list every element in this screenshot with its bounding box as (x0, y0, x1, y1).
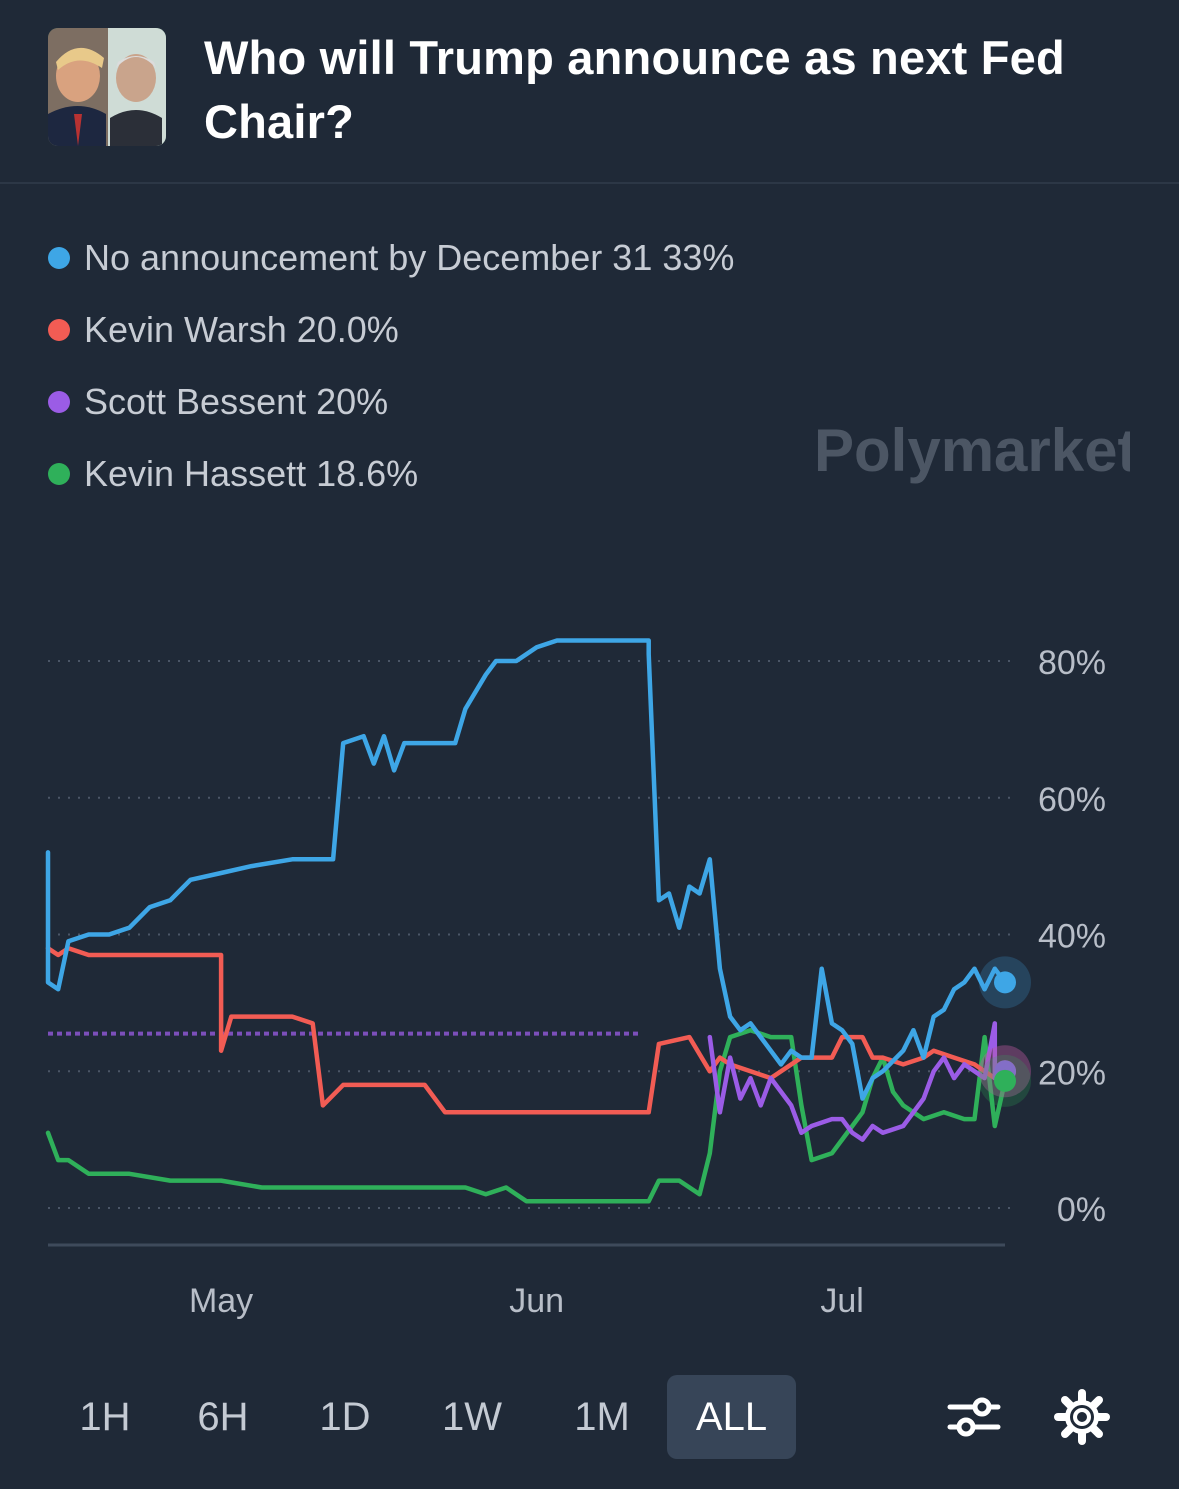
y-tick-label: 60% (1038, 781, 1106, 819)
x-tick-label: Jul (820, 1282, 863, 1320)
legend-dot (48, 391, 70, 413)
range-all-button[interactable]: ALL (667, 1375, 796, 1459)
series-no-announcement-end-dot (994, 971, 1016, 994)
series-kevin-warsh-line (45, 945, 1008, 1115)
series-scott-bessent-line (707, 1021, 1008, 1142)
range-1h-button[interactable]: 1H (79, 1395, 131, 1439)
series-no-announcement-line (45, 638, 1008, 1101)
x-tick-label: Jun (509, 1282, 564, 1320)
watermark-text: Polymarket (814, 416, 1130, 484)
range-1m-button[interactable]: 1M (574, 1395, 630, 1439)
chart-legend: No announcement by December 31 33% Kevin… (48, 222, 734, 510)
legend-item-kevin-warsh: Kevin Warsh 20.0% (48, 294, 734, 366)
y-tick-label: 40% (1038, 918, 1106, 956)
legend-item-scott-bessent: Scott Bessent 20% (48, 366, 734, 438)
legend-dot (48, 463, 70, 485)
y-tick-label: 80% (1038, 644, 1106, 682)
legend-dot (48, 247, 70, 269)
range-6h-button[interactable]: 6H (197, 1395, 249, 1439)
y-tick-label: 20% (1038, 1054, 1106, 1092)
market-thumbnail (48, 28, 166, 146)
range-1w-button[interactable]: 1W (442, 1395, 502, 1439)
y-tick-label: 0% (1057, 1191, 1106, 1229)
range-1d-button[interactable]: 1D (319, 1395, 371, 1439)
x-tick-label: May (189, 1282, 253, 1320)
series-kevin-hassett-line (45, 1027, 1008, 1204)
legend-item-kevin-hassett: Kevin Hassett 18.6% (48, 438, 734, 510)
price-history-chart[interactable]: 0% 20% 40% 60% 80% May Jun Jul (0, 600, 1179, 1340)
market-thumbnail-art (48, 28, 166, 146)
legend-label: Kevin Hassett 18.6% (84, 453, 419, 494)
legend-dot (48, 319, 70, 341)
market-header: Who will Trump announce as next Fed Chai… (0, 0, 1179, 184)
legend-label: Scott Bessent 20% (84, 381, 389, 422)
legend-label: Kevin Warsh 20.0% (84, 309, 399, 350)
polymarket-watermark: Polymarket (800, 410, 1130, 490)
chart-controls: 1H 6H 1D 1W 1M ALL (48, 1375, 1138, 1459)
series-kevin-hassett-end-dot (994, 1069, 1016, 1092)
legend-item-no-announcement: No announcement by December 31 33% (48, 222, 734, 294)
gear-icon[interactable] (1052, 1387, 1112, 1447)
market-title: Who will Trump announce as next Fed Chai… (204, 31, 1065, 148)
sliders-icon[interactable] (944, 1387, 1004, 1447)
legend-label: No announcement by December 31 33% (84, 237, 735, 278)
